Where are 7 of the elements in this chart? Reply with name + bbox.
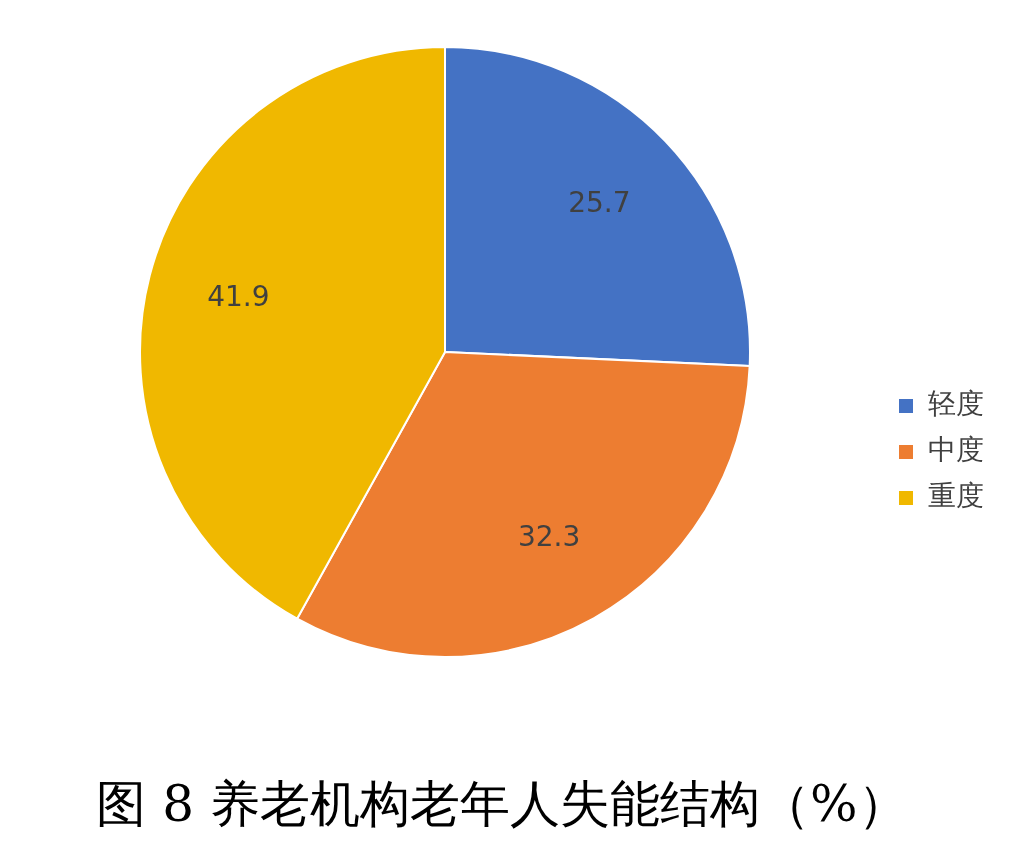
- text: 图 8 养老机构老年人失能结构（%）: [96, 774, 908, 833]
- data-label: 25.7: [568, 185, 631, 219]
- data-label: 32.3: [517, 519, 581, 553]
- data-label: 41.9: [207, 279, 270, 313]
- legend-label: 轻度: [928, 387, 984, 421]
- legend-label: 重度: [928, 479, 984, 513]
- legend-label: 中度: [928, 433, 984, 467]
